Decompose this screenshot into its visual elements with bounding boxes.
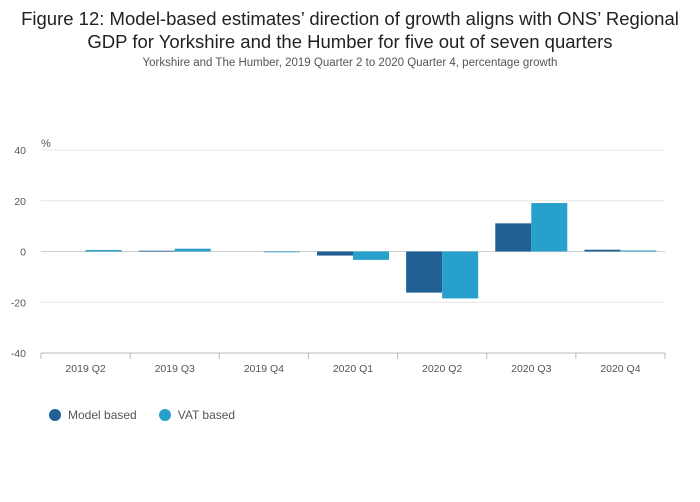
bar-model-2020-q2	[406, 251, 443, 293]
bar-vat-2020-q1	[353, 251, 389, 260]
x-tick-label: 2020 Q1	[333, 363, 373, 375]
x-tick-label: 2019 Q3	[155, 363, 195, 375]
legend: Model based VAT based	[49, 408, 257, 422]
y-axis-label: %	[41, 138, 51, 150]
chart-title: Figure 12: Model-based estimates’ direct…	[21, 8, 679, 52]
x-tick-label: 2019 Q2	[65, 363, 105, 375]
bar-model-2020-q3	[495, 223, 532, 252]
legend-item-vat[interactable]: VAT based	[158, 408, 236, 422]
legend-label-model: Model based	[68, 408, 137, 422]
bar-model-2020-q1	[317, 251, 353, 256]
bar-chart: 40 20 0 -20 -40% 2019 Q2 2019 Q3 2019 Q4 2020 Q1…	[11, 138, 666, 375]
bar-vat-2020-q2	[442, 251, 479, 299]
x-tick-label: 2020 Q3	[511, 363, 551, 375]
x-tick-label: 2020 Q4	[600, 363, 640, 375]
chart-subtitle: Yorkshire and The Humber, 2019 Quarter 2…	[142, 57, 558, 69]
bar-vat-2019-q3	[174, 248, 211, 252]
x-tick-label: 2019 Q4	[244, 363, 284, 375]
legend-label-vat: VAT based	[177, 408, 236, 422]
legend-swatch-model	[49, 409, 61, 421]
y-tick-label: -40	[11, 348, 26, 360]
y-tick-label: -20	[11, 297, 26, 309]
bar-vat-2020-q4	[620, 250, 657, 252]
bar-vat-2019-q2	[85, 249, 122, 252]
bar-vat-2020-q3	[531, 203, 568, 252]
x-tick-label: 2020 Q2	[422, 363, 462, 375]
bar-model-2020-q4	[584, 249, 621, 252]
y-tick-label: 20	[14, 196, 26, 208]
y-tick-label: 0	[20, 247, 26, 259]
y-tick-label: 40	[14, 145, 26, 157]
bar-vat-2019-q4	[263, 251, 300, 253]
legend-swatch-vat	[158, 409, 171, 421]
legend-item-model[interactable]: Model based	[49, 408, 137, 422]
bar-model-2019-q3	[138, 250, 175, 252]
